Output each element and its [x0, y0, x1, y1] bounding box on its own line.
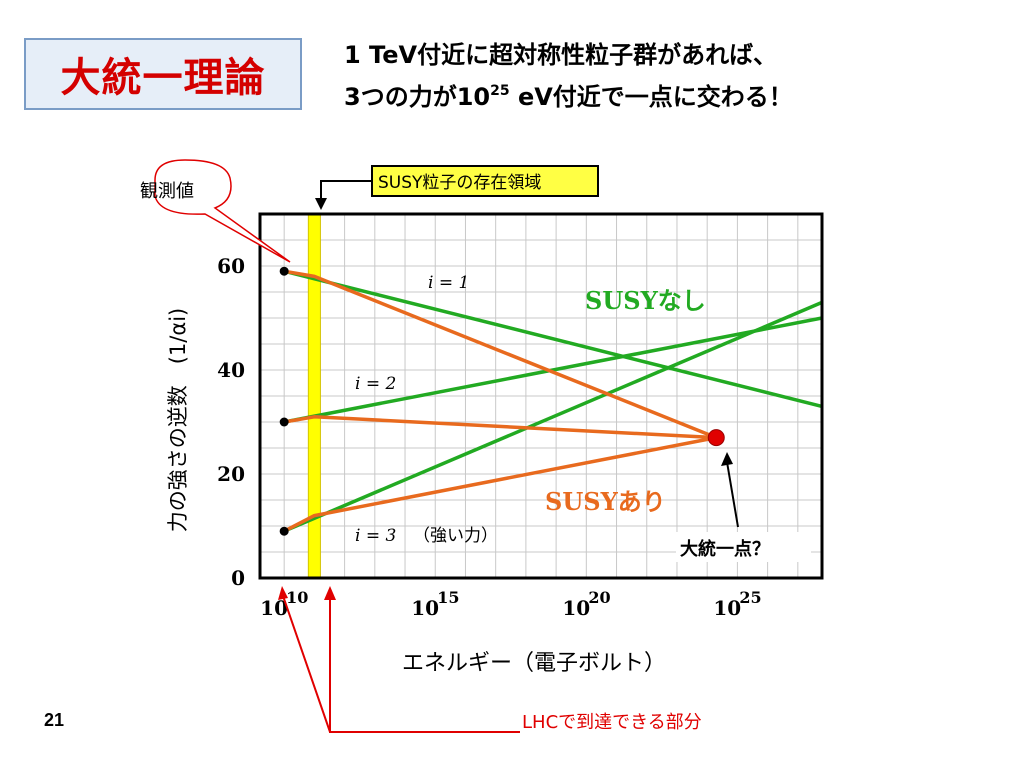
observed-callout-label: 観測値 [140, 181, 194, 202]
observed-callout-bubble [154, 159, 291, 263]
legend-no-susy: SUSYなし [585, 286, 706, 315]
series-line-no-susy [283, 316, 823, 424]
y-tick-label: 20 [217, 462, 245, 486]
series-line-no-susy [283, 269, 823, 409]
observed-point [279, 266, 289, 276]
series-line-with-susy [283, 269, 717, 440]
x-tick-exponent: 20 [588, 588, 610, 607]
x-tick-base: 10 [713, 596, 741, 620]
y-axis-label: 力の強さの逆数 (1/αi) [166, 308, 190, 533]
x-tick-base: 10 [562, 596, 590, 620]
unification-arrowhead [721, 452, 733, 466]
y-tick-label: 60 [217, 254, 245, 278]
series-line-with-susy [283, 415, 717, 440]
y-tick-labels: 0 20 40 60 [217, 254, 245, 590]
page-number: 21 [44, 710, 65, 730]
series-label-i2: i = 2 [355, 374, 396, 394]
x-tick-exponent: 15 [437, 588, 459, 607]
x-tick-base: 10 [411, 596, 439, 620]
headline-line-2-pre: 3つの力が10 [344, 83, 491, 111]
headline: 1 TeV付近に超対称性粒子群があれば、 3つの力が1025 eV付近で一点に交… [344, 34, 793, 118]
observed-points [279, 266, 289, 536]
series-line-with-susy [283, 435, 717, 533]
susy-region-pointer [320, 180, 372, 200]
series-line-no-susy [283, 300, 823, 533]
plot-frame [258, 212, 824, 580]
x-tick-exponent: 10 [286, 588, 308, 607]
y-tick-label: 0 [231, 566, 245, 590]
unification-label: 大統一点？ [680, 538, 770, 560]
headline-line-2: 3つの力が1025 eV付近で一点に交わる！ [344, 76, 793, 118]
headline-line-2-exponent: 25 [490, 83, 510, 99]
lhc-arrowhead-right [324, 586, 336, 600]
susy-region-label: SUSY粒子の存在領域 [378, 173, 541, 193]
unification-arrow [726, 461, 739, 528]
legend-with-susy: SUSYあり [545, 487, 666, 516]
lhc-label: LHCで到達できる部分 [522, 712, 702, 733]
lhc-arrowhead-left [278, 586, 288, 600]
observed-point [279, 526, 289, 536]
chart-series [283, 269, 823, 533]
susy-region-band [307, 213, 321, 579]
headline-line-2-post: eV付近で一点に交わる！ [509, 83, 793, 111]
slide-title-box: 大統一理論 [24, 38, 302, 110]
x-axis-label: エネルギー（電子ボルト） [402, 651, 666, 676]
susy-region-arrowhead [315, 198, 327, 210]
susy-region-label-box [371, 165, 599, 197]
series-label-i1: i = 1 [428, 273, 469, 293]
strong-force-label: （強い力） [413, 526, 498, 546]
unification-label-bg [676, 532, 811, 562]
headline-line-1: 1 TeV付近に超対称性粒子群があれば、 [344, 41, 778, 69]
observed-point [279, 417, 289, 427]
y-tick-label: 40 [217, 358, 245, 382]
unification-point [707, 429, 725, 447]
slide-title: 大統一理論 [60, 55, 266, 101]
series-label-i3: i = 3 [355, 526, 396, 546]
x-tick-exponent: 25 [739, 588, 761, 607]
